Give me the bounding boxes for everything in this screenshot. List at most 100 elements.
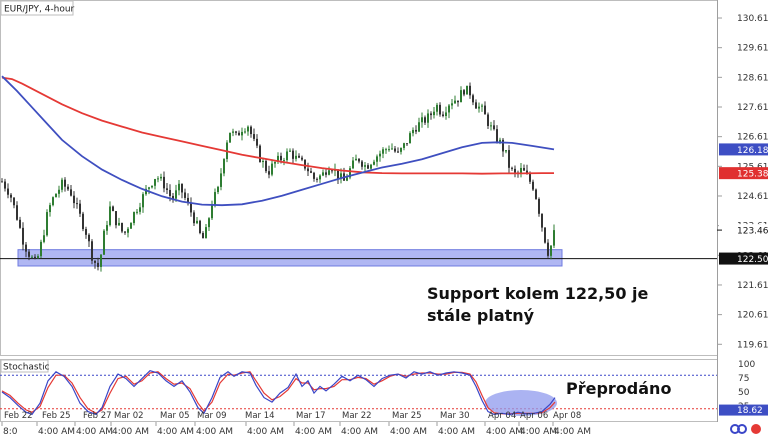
price-tag-box xyxy=(719,224,768,237)
candle-body xyxy=(64,179,66,187)
candle-body xyxy=(190,202,192,213)
candle-body xyxy=(328,170,330,175)
candle-body xyxy=(322,172,324,176)
candle-body xyxy=(310,171,312,173)
price-axis: 130.61129.61128.61127.61126.61125.61124.… xyxy=(717,14,768,350)
candle-body xyxy=(31,256,33,258)
candle-body xyxy=(406,143,408,145)
candle-body xyxy=(532,181,534,190)
candle-body xyxy=(88,234,90,242)
candle-body xyxy=(250,126,252,135)
candle-body xyxy=(472,95,474,103)
candle-body xyxy=(376,156,378,162)
candle-body xyxy=(223,159,225,174)
x-time-label: 4:00 AM xyxy=(76,427,113,436)
candle-body xyxy=(394,148,396,152)
candle-body xyxy=(175,190,177,199)
candle-body xyxy=(148,187,150,189)
candle-body xyxy=(55,193,57,198)
x-time-label: 4:00 AM xyxy=(390,427,427,436)
stoch-tick-label: 100 xyxy=(738,360,755,370)
candle-body xyxy=(292,150,294,159)
candle-body xyxy=(253,134,255,139)
candle-body xyxy=(277,155,279,163)
candle-body xyxy=(301,157,303,160)
candle-body xyxy=(418,122,420,132)
candle-body xyxy=(442,114,444,116)
candle-body xyxy=(202,233,204,239)
candle-body xyxy=(319,175,321,180)
candle-body xyxy=(58,189,60,194)
stoch-value-tag xyxy=(719,404,768,416)
price-tick-label: 120.61 xyxy=(737,311,768,321)
candle-body xyxy=(535,189,537,199)
candle-body xyxy=(460,90,462,103)
candle-body xyxy=(514,168,516,173)
candle-body xyxy=(268,171,270,175)
x-time-label: 4:00 AM xyxy=(438,427,475,436)
candle-body xyxy=(37,256,39,258)
candle-body xyxy=(106,225,108,231)
candle-body xyxy=(511,167,513,169)
candle-body xyxy=(124,231,126,233)
candle-body xyxy=(244,131,246,133)
candle-body xyxy=(433,111,435,116)
price-tick-label: 129.61 xyxy=(737,44,768,54)
candle-body xyxy=(388,149,390,151)
price-tick-label: 124.61 xyxy=(737,192,768,202)
x-time-label: 4:00 AM xyxy=(341,427,378,436)
candle-body xyxy=(337,169,339,179)
candle-body xyxy=(358,158,360,162)
candle-body xyxy=(289,150,291,152)
candle-body xyxy=(340,173,342,179)
x-time-label: 4:00 AM xyxy=(520,427,557,436)
candle-body xyxy=(397,151,399,153)
candle-body xyxy=(214,192,216,205)
candle-body xyxy=(103,230,105,255)
candle-body xyxy=(4,181,6,189)
price-tick-label: 126.61 xyxy=(737,133,768,143)
stoch-label: Stochastic xyxy=(3,363,50,373)
candle-body xyxy=(166,188,168,190)
price-tag-label: 123.46 xyxy=(737,227,768,237)
x-date-label: Apr 08 xyxy=(553,411,581,421)
candle-body xyxy=(145,188,147,195)
candle-body xyxy=(118,222,120,226)
stoch-tick-label: 75 xyxy=(738,374,749,384)
candle-body xyxy=(22,227,24,245)
candle-body xyxy=(424,117,426,123)
candle-body xyxy=(439,104,441,115)
candle-body xyxy=(211,204,213,219)
price-tag-box xyxy=(719,252,768,265)
candle-body xyxy=(427,113,429,123)
candle-body xyxy=(133,212,135,224)
candle-body xyxy=(112,206,114,212)
symbol-label-box xyxy=(0,0,74,16)
candle-body xyxy=(466,85,468,95)
candle-body xyxy=(139,207,141,212)
candle-body xyxy=(475,102,477,109)
support-zone-layer xyxy=(0,249,717,267)
price-tag-label: 125.38 xyxy=(737,170,768,180)
candle-body xyxy=(400,147,402,152)
candle-body xyxy=(187,197,189,203)
candle-body xyxy=(526,170,528,175)
candle-body xyxy=(490,125,492,127)
x-time-label: 4:00 AM xyxy=(38,427,75,436)
candle-body xyxy=(229,132,231,143)
oversold-zone-layer xyxy=(485,390,557,416)
candle-body xyxy=(235,131,237,133)
candle-body xyxy=(109,206,111,226)
logo-icon xyxy=(730,424,761,434)
candle-body xyxy=(70,189,72,196)
x-axis: Feb 22 Feb 25 Feb 27 Mar 02 Mar 05 Mar 09 Mar … xyxy=(1,411,591,436)
candle-body xyxy=(349,168,351,178)
candle-body xyxy=(430,113,432,116)
candle-body xyxy=(445,112,447,116)
candle-body xyxy=(127,228,129,233)
candle-body xyxy=(232,131,234,133)
candle-body xyxy=(280,155,282,161)
candle-body xyxy=(259,145,261,163)
x-date-label: Mar 14 xyxy=(245,411,275,421)
